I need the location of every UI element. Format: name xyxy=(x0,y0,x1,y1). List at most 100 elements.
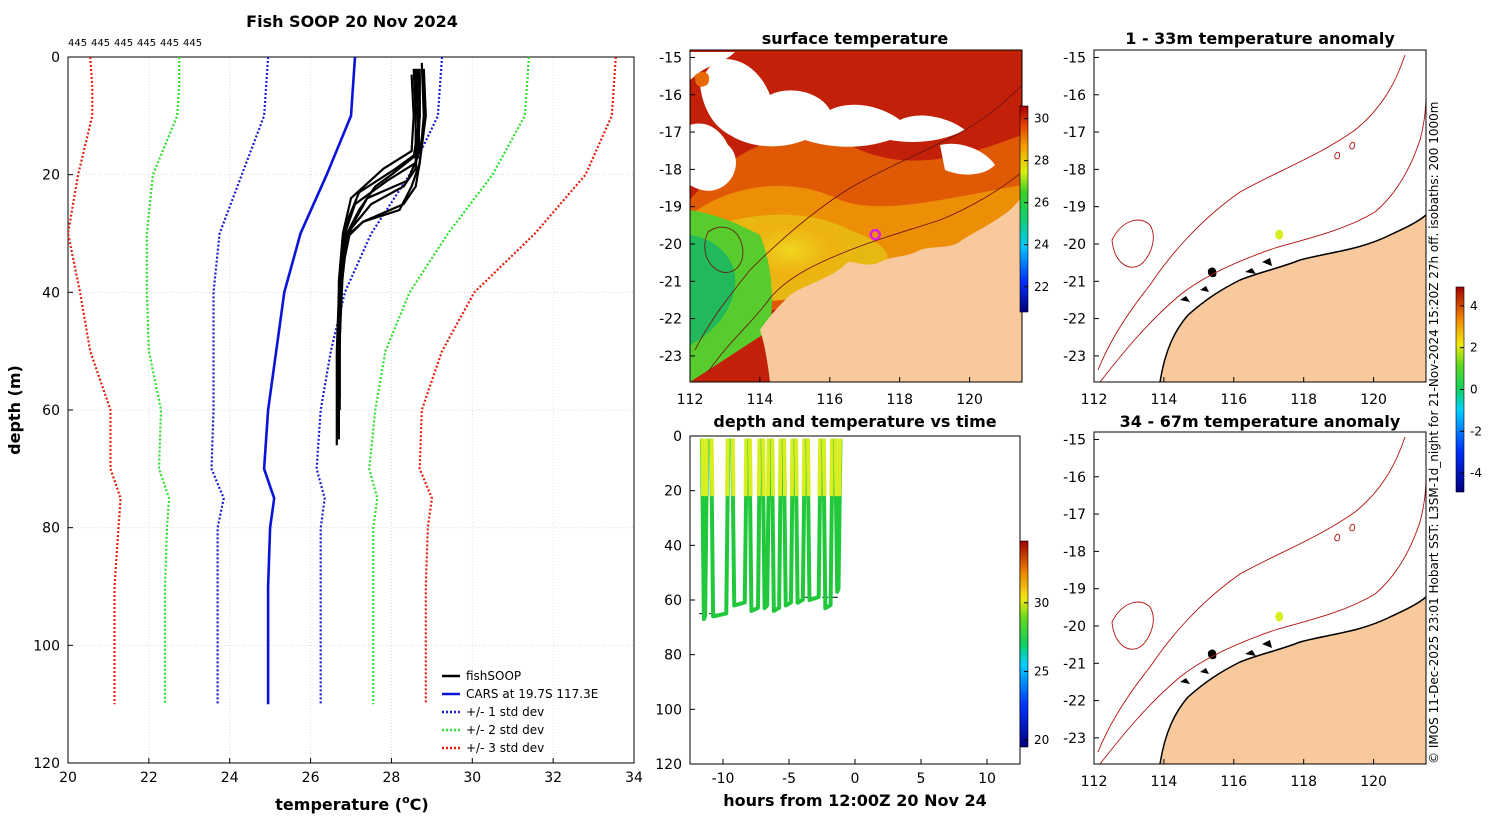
depth-time-y-tick-label: 20 xyxy=(664,484,682,500)
dive-trace-surface xyxy=(761,438,766,497)
depth-time-x-ticks: -10 -5 0 5 10 xyxy=(712,759,996,787)
sst-cast-marker xyxy=(869,228,881,241)
legend-label: CARS at 19.7S 117.3E xyxy=(466,687,598,701)
profile-y-tick-label: 100 xyxy=(33,638,60,654)
map-x-tick-label: 112 xyxy=(1081,392,1108,408)
map-x-tick-label: 116 xyxy=(816,392,843,408)
cast-count-label: 445 xyxy=(68,38,87,49)
dive-trace-surface xyxy=(789,438,795,497)
dive-trace-surface xyxy=(833,438,839,497)
anomaly-lower-coast xyxy=(1159,596,1426,764)
plus-3-std-line xyxy=(418,56,617,705)
map-y-tick-label: -18 xyxy=(659,162,682,178)
sst-orange-speckle xyxy=(694,71,710,87)
sst-x-ticks: 112 114 116 118 120 xyxy=(677,377,983,408)
anomaly-upper-marker xyxy=(1275,229,1284,240)
map-y-tick-label: -18 xyxy=(1063,162,1086,178)
depth-time-x-tick-label: 5 xyxy=(917,771,926,787)
anomaly-lower-axes-box xyxy=(1093,431,1427,765)
map-x-tick-label: 114 xyxy=(747,392,774,408)
sst-colorbar xyxy=(1019,105,1029,313)
sst-colorbar-label: 30 xyxy=(1034,112,1049,126)
minus-2-std-line xyxy=(145,57,181,705)
map-y-tick-label: -15 xyxy=(659,50,682,66)
anomaly-lower-y-ticks: -15 -16 -17 -18 -19 -20 -21 -22 -23 xyxy=(1063,432,1099,747)
anomaly-lower-plateau xyxy=(1111,601,1154,650)
profile-x-tick-label: 32 xyxy=(544,770,562,786)
map-x-tick-label: 120 xyxy=(1360,774,1387,790)
anomaly-lower-marker xyxy=(1275,611,1284,622)
profile-y-label: depth (m) xyxy=(5,365,24,455)
map-y-tick-label: -16 xyxy=(1063,88,1086,104)
dive-trace-deep xyxy=(747,438,762,613)
map-x-tick-label: 120 xyxy=(1360,392,1387,408)
dive-trace-surface xyxy=(709,438,715,497)
legend-1-std: +/- 1 std dev xyxy=(442,705,544,719)
legend-label: +/- 2 std dev xyxy=(466,723,544,737)
anomaly-lower-map xyxy=(1097,436,1426,764)
sst-y-ticks: -15 -16 -17 -18 -19 -20 -21 -22 -23 xyxy=(659,50,695,365)
map-y-tick-label: -23 xyxy=(1063,349,1086,365)
cast-count-label: 445 xyxy=(160,38,179,49)
dive-trace-surface xyxy=(829,438,835,497)
map-y-tick-label: -20 xyxy=(1063,619,1086,635)
sst-200m-isobath xyxy=(707,171,1022,373)
profile-x-tick-label: 22 xyxy=(140,770,158,786)
profile-x-tick-label: 34 xyxy=(625,770,643,786)
anomaly-colorbar-ticks: 4 2 0 -2 -4 xyxy=(1460,299,1482,480)
dive-trace-deep xyxy=(760,438,772,611)
depth-time-trace xyxy=(699,438,843,622)
dive-trace-surface xyxy=(700,438,706,497)
anomaly-lower-cast-dot xyxy=(1275,611,1284,622)
sst-field xyxy=(690,50,1022,382)
sst-colorbar-label: 24 xyxy=(1034,238,1049,252)
sst-plateau-isobath xyxy=(704,226,744,273)
dive-trace-surface xyxy=(817,438,823,497)
dive-trace-surface xyxy=(801,438,807,497)
anomaly-lower-land xyxy=(1160,597,1426,764)
dive-trace-surface xyxy=(770,438,776,497)
profile-lines xyxy=(66,56,617,705)
anomaly-upper-plateau xyxy=(1111,219,1154,268)
legend-cars: CARS at 19.7S 117.3E xyxy=(442,687,598,701)
dive-trace-surface xyxy=(782,438,787,497)
depth-time-y-tick-label: 100 xyxy=(655,702,682,718)
plus-1-std-line xyxy=(315,56,444,705)
anomaly-upper-1000m-isobath xyxy=(1097,54,1406,371)
depth-time-colorbar-label: 20 xyxy=(1034,733,1049,747)
anomaly-upper-y-ticks: -15 -16 -17 -18 -19 -20 -21 -22 -23 xyxy=(1063,50,1099,365)
anomaly-colorbar-label: 0 xyxy=(1470,383,1478,397)
map-y-tick-label: -16 xyxy=(659,88,682,104)
sst-title: surface temperature xyxy=(762,29,949,48)
sst-cooler-patch xyxy=(690,235,736,345)
map-x-tick-label: 116 xyxy=(1220,774,1247,790)
fishsoop-cast-line xyxy=(337,74,415,422)
map-y-tick-label: -15 xyxy=(1063,432,1086,448)
cast-count-label: 445 xyxy=(114,38,133,49)
legend-2-std: +/- 2 std dev xyxy=(442,723,544,737)
anomaly-upper-panel: 1 - 33m temperature anomaly 112 114 116 118… xyxy=(1063,29,1427,408)
profile-x-label: temperature (oC) xyxy=(275,793,428,814)
profile-y-tick-label: 20 xyxy=(42,168,60,184)
fishsoop-casts xyxy=(335,62,427,446)
depth-time-colorbar-ticks: 20 25 30 xyxy=(1024,596,1049,747)
map-y-tick-label: -16 xyxy=(1063,470,1086,486)
map-x-tick-label: 114 xyxy=(1151,392,1178,408)
map-y-tick-label: -19 xyxy=(1063,200,1086,216)
map-y-tick-label: -19 xyxy=(659,200,682,216)
dive-trace-deep xyxy=(805,438,823,602)
depth-time-panel: depth and temperature vs time -10 -5 0 5 10 … xyxy=(655,412,1049,810)
map-x-tick-label: 112 xyxy=(1081,774,1108,790)
anomaly-colorbar-label: 2 xyxy=(1470,341,1478,355)
cast-count-label: 445 xyxy=(183,38,202,49)
depth-time-y-tick-label: 60 xyxy=(664,593,682,609)
dive-trace-surface xyxy=(703,438,709,497)
minus-3-std-line xyxy=(66,56,122,705)
sst-1000m-isobath xyxy=(694,84,1022,351)
depth-time-x-tick-label: -10 xyxy=(712,771,735,787)
profile-x-tick-label: 24 xyxy=(221,770,239,786)
depth-time-y-tick-label: 80 xyxy=(664,648,682,664)
dive-trace-surface xyxy=(805,438,811,497)
profile-grid xyxy=(68,57,634,763)
cast-count-label: 445 xyxy=(137,38,156,49)
